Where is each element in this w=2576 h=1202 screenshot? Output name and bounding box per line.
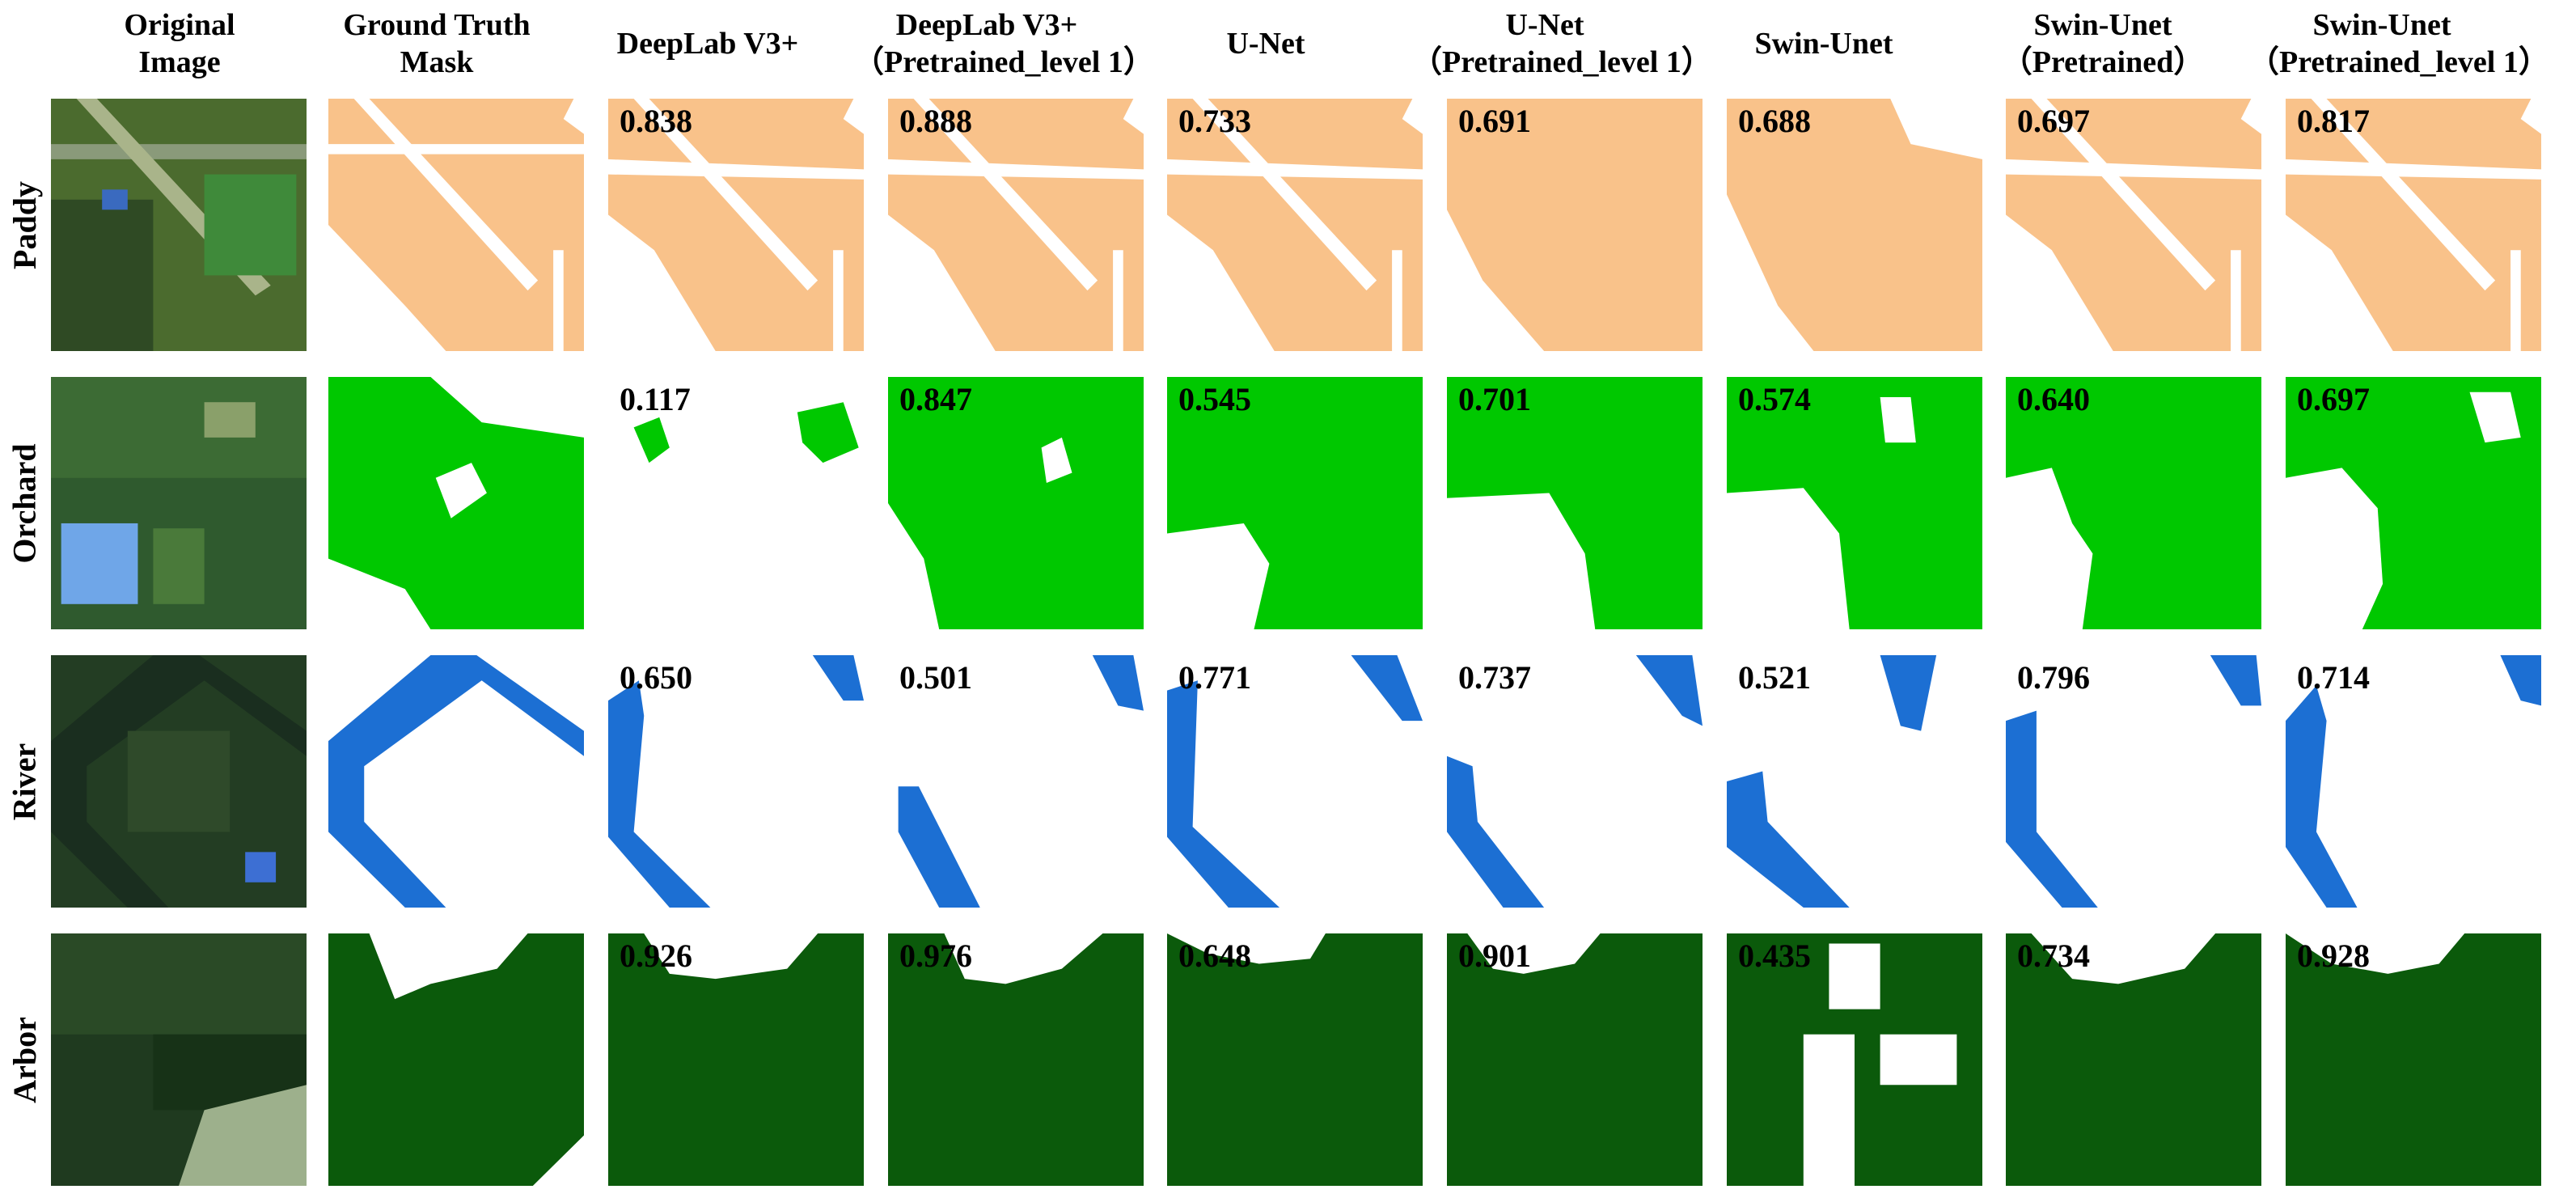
row-label-arbor: Arbor	[6, 1016, 43, 1103]
column-title: DeepLab V3+	[616, 27, 799, 61]
prediction-mask-paddy: 0.888	[888, 99, 1144, 351]
prediction-mask-paddy: 0.838	[608, 99, 864, 351]
column-header-deeplab-pretrained: DeepLab V3+ （Pretrained_level 1）	[853, 6, 1154, 81]
score-label: 0.817	[2297, 103, 2370, 139]
prediction-mask-paddy: 0.733	[1167, 99, 1423, 351]
prediction-mask-orchard: 0.701	[1447, 377, 1703, 629]
score-label: 0.650	[620, 659, 692, 696]
column-subtitle: （Pretrained_level 1）	[2248, 45, 2549, 79]
column-header-ground-truth: Ground Truth Mask	[303, 6, 570, 81]
column-subtitle: （Pretrained_level 1）	[853, 45, 1154, 79]
ground-truth-mask-paddy	[328, 99, 584, 351]
score-label: 0.117	[620, 381, 691, 417]
score-label: 0.771	[1178, 659, 1251, 696]
original-image-river	[51, 655, 307, 908]
prediction-mask-arbor: 0.901	[1447, 933, 1703, 1186]
column-header-swin-unet-pretrained-level1: Swin-Unet （Pretrained_level 1）	[2248, 6, 2549, 81]
column-title: Swin-Unet	[1754, 27, 1893, 61]
score-label: 0.545	[1178, 381, 1251, 417]
column-header-swin-unet: Swin-Unet	[1690, 25, 1957, 62]
original-image-orchard	[51, 377, 307, 629]
column-subtitle: （Pretrained_level 1）	[1411, 45, 1712, 79]
score-label: 0.838	[620, 103, 692, 139]
column-header-swin-unet-pretrained: Swin-Unet （Pretrained）	[1969, 6, 2236, 81]
row-label-orchard: Orchard	[6, 442, 43, 564]
prediction-mask-orchard: 0.117	[608, 377, 864, 629]
prediction-mask-river: 0.771	[1167, 655, 1423, 908]
score-label: 0.734	[2017, 937, 2090, 974]
score-label: 0.976	[899, 937, 972, 974]
prediction-mask-river: 0.714	[2286, 655, 2541, 908]
prediction-mask-paddy: 0.697	[2006, 99, 2261, 351]
column-title: Ground Truth	[343, 8, 531, 42]
column-subtitle: Mask	[400, 45, 474, 79]
score-label: 0.926	[620, 937, 692, 974]
score-label: 0.733	[1178, 103, 1251, 139]
ground-truth-mask-arbor	[328, 933, 584, 1186]
prediction-mask-arbor: 0.928	[2286, 933, 2541, 1186]
score-label: 0.697	[2017, 103, 2090, 139]
column-title: U-Net	[1505, 8, 1584, 42]
score-label: 0.888	[899, 103, 972, 139]
column-header-deeplab: DeepLab V3+	[574, 25, 841, 62]
prediction-mask-orchard: 0.697	[2286, 377, 2541, 629]
score-label: 0.796	[2017, 659, 2090, 696]
prediction-mask-river: 0.796	[2006, 655, 2261, 908]
score-label: 0.928	[2297, 937, 2370, 974]
prediction-mask-paddy: 0.688	[1727, 99, 1982, 351]
column-title: Swin-Unet	[2033, 8, 2172, 42]
row-label-river: River	[6, 743, 43, 820]
prediction-mask-paddy: 0.817	[2286, 99, 2541, 351]
column-header-original: Original Image	[46, 6, 313, 81]
score-label: 0.701	[1458, 381, 1531, 417]
prediction-mask-arbor: 0.648	[1167, 933, 1423, 1186]
column-subtitle: Image	[138, 45, 221, 79]
prediction-mask-river: 0.501	[888, 655, 1144, 908]
column-title: DeepLab V3+	[895, 8, 1078, 42]
column-header-unet-pretrained: U-Net （Pretrained_level 1）	[1411, 6, 1712, 81]
column-title: U-Net	[1226, 27, 1305, 61]
prediction-mask-river: 0.737	[1447, 655, 1703, 908]
prediction-mask-arbor: 0.926	[608, 933, 864, 1186]
prediction-mask-river: 0.650	[608, 655, 864, 908]
score-label: 0.648	[1178, 937, 1251, 974]
score-label: 0.435	[1738, 937, 1811, 974]
score-label: 0.574	[1738, 381, 1811, 417]
ground-truth-mask-orchard	[328, 377, 584, 629]
column-header-unet: U-Net	[1132, 25, 1399, 62]
prediction-mask-arbor: 0.435	[1727, 933, 1982, 1186]
score-label: 0.697	[2297, 381, 2370, 417]
prediction-mask-orchard: 0.640	[2006, 377, 2261, 629]
column-title: Swin-Unet	[2312, 8, 2451, 42]
prediction-mask-arbor: 0.976	[888, 933, 1144, 1186]
score-label: 0.714	[2297, 659, 2370, 696]
prediction-mask-arbor: 0.734	[2006, 933, 2261, 1186]
score-label: 0.847	[899, 381, 972, 417]
column-title: Original	[124, 8, 235, 42]
prediction-mask-orchard: 0.545	[1167, 377, 1423, 629]
score-label: 0.691	[1458, 103, 1531, 139]
prediction-mask-orchard: 0.847	[888, 377, 1144, 629]
score-label: 0.737	[1458, 659, 1531, 696]
original-image-paddy	[51, 99, 307, 351]
score-label: 0.688	[1738, 103, 1811, 139]
original-image-arbor	[51, 933, 307, 1186]
row-label-paddy: Paddy	[6, 180, 43, 269]
prediction-mask-river: 0.521	[1727, 655, 1982, 908]
score-label: 0.901	[1458, 937, 1531, 974]
score-label: 0.521	[1738, 659, 1811, 696]
prediction-mask-orchard: 0.574	[1727, 377, 1982, 629]
ground-truth-mask-river	[328, 655, 584, 908]
prediction-mask-paddy: 0.691	[1447, 99, 1703, 351]
score-label: 0.501	[899, 659, 972, 696]
score-label: 0.640	[2017, 381, 2090, 417]
column-subtitle: （Pretrained）	[2001, 45, 2205, 79]
